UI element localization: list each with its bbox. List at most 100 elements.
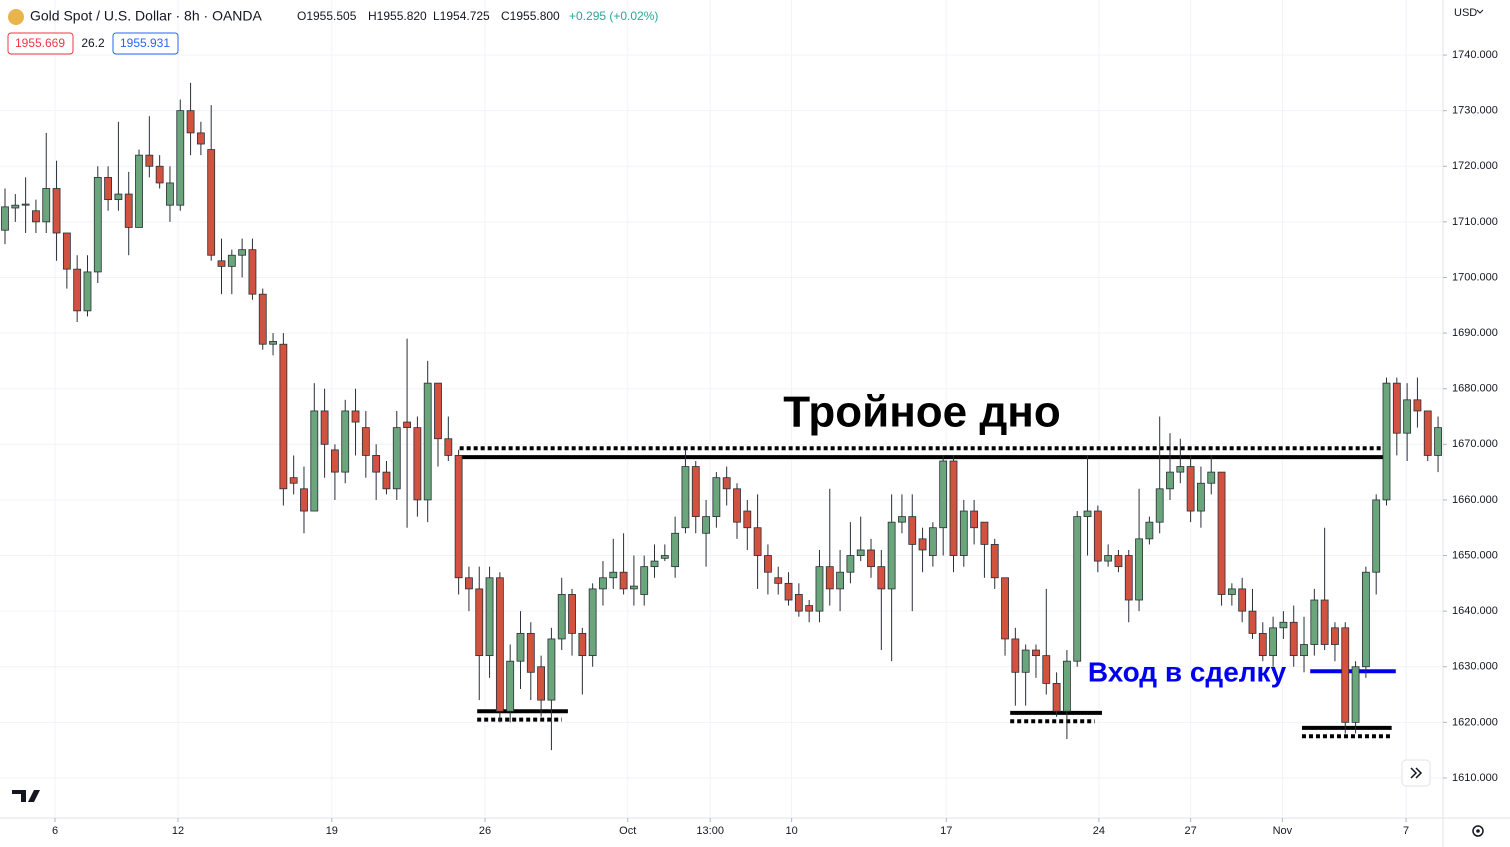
candle-body xyxy=(1269,627,1278,657)
candle-body xyxy=(1279,621,1288,629)
candle-body xyxy=(743,510,752,529)
y-tick-label: 1680.000 xyxy=(1452,383,1498,395)
candle-body xyxy=(207,149,216,256)
x-tick-label: 7 xyxy=(1403,825,1409,837)
candle-body xyxy=(794,594,803,612)
candle-body xyxy=(21,203,30,206)
candle-body xyxy=(300,488,308,512)
candle-body xyxy=(1032,649,1040,657)
candle-body xyxy=(1124,555,1133,601)
candle-body xyxy=(1423,410,1432,456)
x-tick-label: Nov xyxy=(1273,825,1293,837)
x-tick-label: 27 xyxy=(1184,825,1196,837)
symbol-icon xyxy=(8,9,24,25)
candle-body xyxy=(928,527,937,556)
candle-body xyxy=(465,577,473,590)
candle-body xyxy=(104,176,113,201)
x-tick-label: 26 xyxy=(479,825,491,837)
candle-body xyxy=(351,410,360,423)
candle-body xyxy=(331,449,339,473)
settings-icon[interactable] xyxy=(1472,825,1484,837)
symbol-title[interactable]: Gold Spot / U.S. Dollar · 8h · OANDA xyxy=(30,8,263,24)
y-tick-label: 1670.000 xyxy=(1452,438,1498,450)
candle-body xyxy=(1434,427,1442,456)
candle-body xyxy=(403,421,411,429)
x-tick-label: 24 xyxy=(1093,825,1105,837)
candle-body xyxy=(970,510,979,529)
candle-body xyxy=(258,293,267,345)
candle-body xyxy=(454,455,463,579)
candle-body xyxy=(1207,471,1216,484)
candle-body xyxy=(382,471,391,490)
y-tick-label: 1630.000 xyxy=(1452,661,1498,673)
candle-body xyxy=(62,232,71,270)
candle-body xyxy=(83,271,92,312)
candle-body xyxy=(1341,627,1350,723)
candle-body xyxy=(733,488,741,523)
candle-body xyxy=(114,193,123,201)
candle-body xyxy=(372,455,381,473)
y-tick-label: 1730.000 xyxy=(1452,105,1498,117)
candle-body xyxy=(1,206,9,231)
candle-body xyxy=(1361,571,1370,668)
buy-price[interactable]: 1955.931 xyxy=(120,36,170,50)
candle-body xyxy=(506,660,515,712)
grid xyxy=(0,0,1443,818)
candle-body xyxy=(764,555,772,573)
candle-body xyxy=(702,516,710,534)
x-tick-label: 12 xyxy=(172,825,184,837)
candle-body xyxy=(1392,382,1401,434)
candle-body xyxy=(227,254,236,267)
candle-body xyxy=(1021,649,1030,673)
y-tick-label: 1740.000 xyxy=(1452,49,1498,61)
candle-body xyxy=(537,666,546,701)
y-tick-label: 1610.000 xyxy=(1452,772,1498,784)
sell-price[interactable]: 1955.669 xyxy=(15,36,65,50)
candle-body xyxy=(712,477,721,518)
candle-body xyxy=(588,588,597,657)
candle-body xyxy=(671,532,680,568)
candle-body xyxy=(753,527,762,556)
ohlc-close: C1955.800 xyxy=(501,9,560,23)
candle-body xyxy=(578,632,587,657)
candle-body xyxy=(547,638,556,701)
candle-body xyxy=(423,382,432,501)
candle-body xyxy=(485,577,494,657)
candle-body xyxy=(815,566,824,612)
candle-body xyxy=(1135,538,1143,601)
candle-body xyxy=(1073,516,1082,662)
candle-body xyxy=(805,605,814,612)
currency[interactable]: USD xyxy=(1454,7,1477,19)
tv-logo[interactable] xyxy=(12,790,40,802)
candle-body xyxy=(238,249,247,256)
candle-body xyxy=(1001,577,1009,640)
ohlc-low: L1954.725 xyxy=(433,9,490,23)
candle-body xyxy=(1300,644,1308,657)
candle-body xyxy=(918,538,927,551)
candle-body xyxy=(990,544,999,579)
y-tick-label: 1640.000 xyxy=(1452,605,1498,617)
candle-body xyxy=(1093,510,1102,562)
candle-body xyxy=(1372,499,1381,573)
buy-box[interactable] xyxy=(112,32,179,55)
candle-body xyxy=(784,582,793,601)
candle-body xyxy=(1042,655,1051,684)
candle-body xyxy=(568,594,576,634)
candle-body xyxy=(650,560,659,568)
candle-body xyxy=(1227,588,1236,595)
sell-box[interactable] xyxy=(7,32,74,55)
entry-label: Вход в сделку xyxy=(1088,656,1287,687)
candle-body xyxy=(1104,555,1113,562)
settings-icon-center xyxy=(1476,829,1480,833)
candle-body xyxy=(1403,399,1412,434)
candle-body xyxy=(1238,588,1247,612)
candle-body xyxy=(846,555,855,573)
ohlc-change: +0.295 (+0.02%) xyxy=(569,9,658,23)
x-tick-label: 17 xyxy=(940,825,952,837)
candle-body xyxy=(722,477,731,490)
candle-body xyxy=(42,188,51,223)
candle-body xyxy=(52,188,61,234)
candle-body xyxy=(867,549,875,568)
candle-body xyxy=(217,260,226,267)
candle-body xyxy=(1248,610,1257,634)
